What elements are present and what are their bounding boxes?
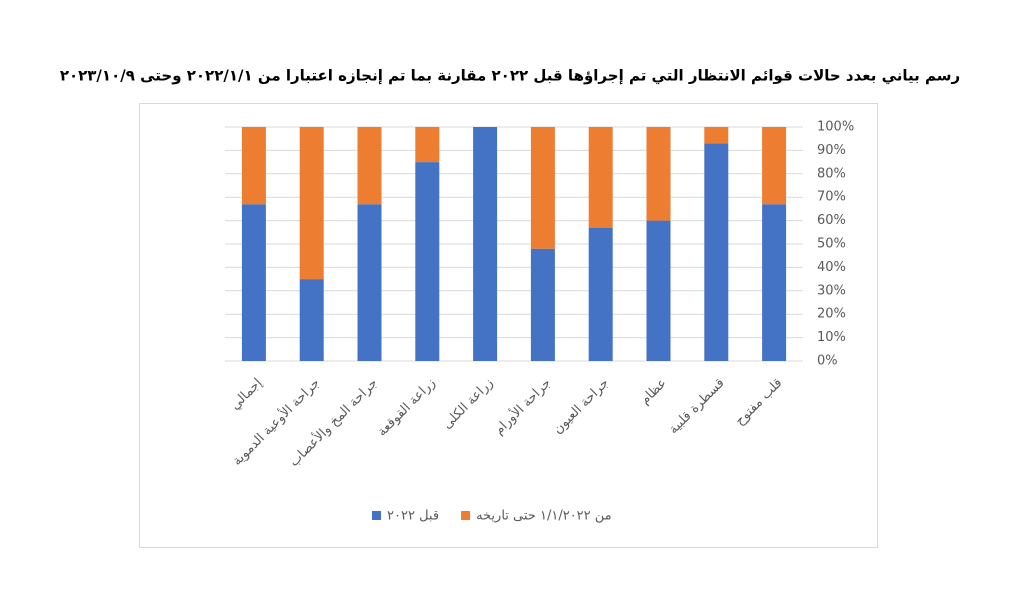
bar-segment [646,127,671,221]
bar-segment [704,127,729,144]
y-tick-label: 70% [817,190,846,205]
bar-segment [299,279,324,361]
bar-segment [473,127,498,361]
y-tick-label: 30% [817,283,846,298]
y-tick-label: 40% [817,260,846,275]
bar-segment [704,143,729,361]
bar-segment [588,227,613,361]
y-tick-label: 60% [817,213,846,228]
bar-segment [762,204,787,361]
chart-frame [139,103,878,548]
y-tick-label: 0% [817,354,838,369]
legend-swatch [372,511,381,520]
legend-label: من ١/١/٢٠٢٢ حتى تاريخه [476,509,612,524]
y-tick-label: 50% [817,237,846,252]
y-tick-label: 10% [817,330,846,345]
chart-title: رسم بياني بعدد حالات قوائم الانتظار التي… [60,67,960,85]
bar-segment [530,248,555,361]
y-tick-label: 20% [817,307,846,322]
legend-swatch [461,511,471,520]
legend-label: قبل ٢٠٢٢ [387,509,439,524]
bar-segment [762,127,787,205]
bar-segment [415,162,440,361]
bar-segment [241,204,266,361]
bar-segment [299,127,324,280]
y-tick-label: 90% [817,143,846,158]
bar-segment [415,127,440,163]
y-tick-label: 80% [817,166,846,181]
y-tick-label: 100% [817,120,854,135]
bar-segment [357,127,382,205]
bar-segment [646,220,671,361]
bar-segment [530,127,555,249]
bar-segment [588,127,613,228]
bar-segment [241,127,266,205]
bar-segment [357,204,382,361]
